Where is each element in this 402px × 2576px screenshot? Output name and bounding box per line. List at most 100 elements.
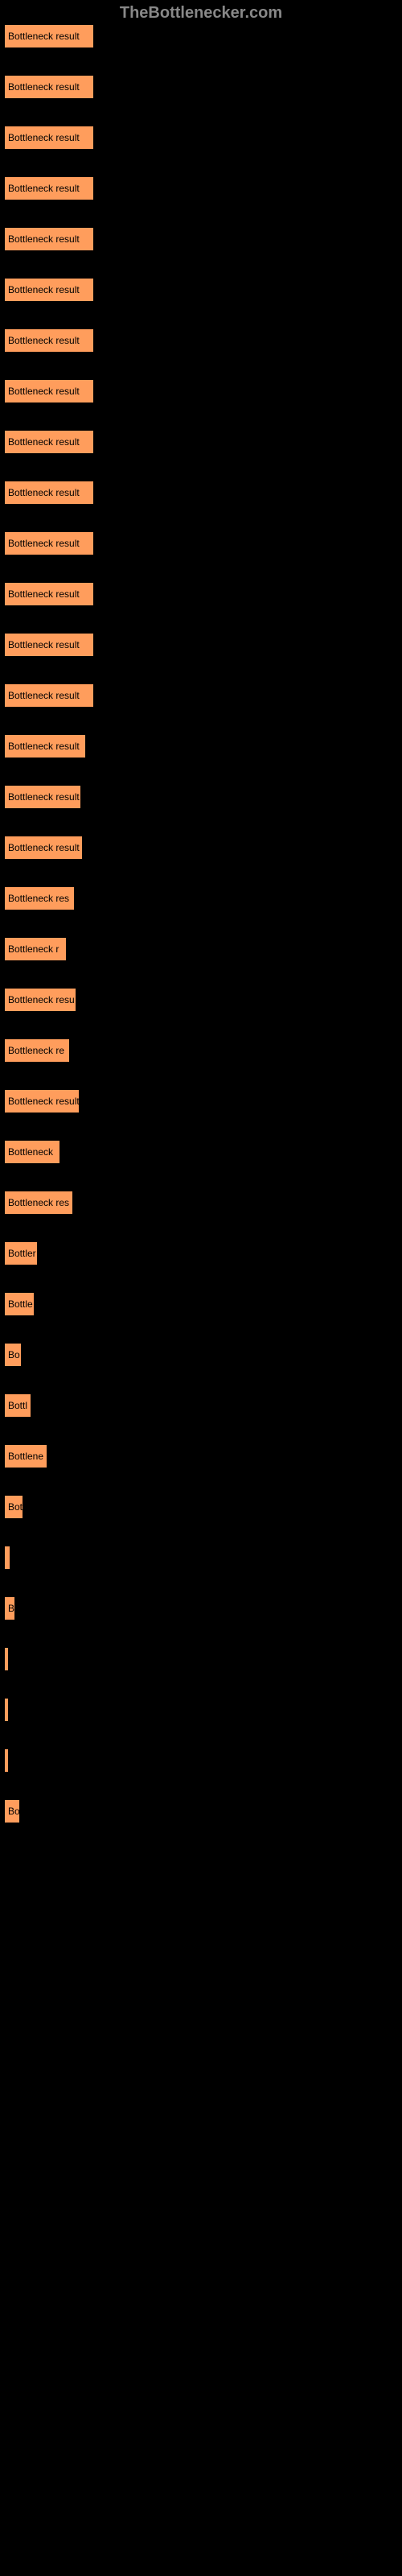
- bar-row: Bottl: [4, 1393, 398, 1418]
- bar-label: Bottleneck result: [8, 81, 80, 93]
- bar: Bottlene: [4, 1444, 47, 1468]
- bar: Bottleneck result: [4, 430, 94, 454]
- bar-label: Bottleneck result: [8, 436, 80, 448]
- bar-row: Bottleneck result: [4, 1089, 398, 1113]
- bar-row: Bottleneck result: [4, 734, 398, 758]
- bar: Bottleneck r: [4, 937, 67, 961]
- bar-row: Bottler: [4, 1241, 398, 1265]
- bar-label: Bot: [8, 1501, 23, 1513]
- bar-row: Bo: [4, 1799, 398, 1823]
- bar-label: Bottleneck r: [8, 943, 59, 955]
- bar: Bottleneck res: [4, 886, 75, 910]
- bar-row: Bottle: [4, 1292, 398, 1316]
- bar: Bottleneck re: [4, 1038, 70, 1063]
- bar: Bottler: [4, 1241, 38, 1265]
- bar-label: Bottleneck result: [8, 31, 80, 42]
- bar: Bottleneck result: [4, 24, 94, 48]
- bar: [4, 1748, 9, 1773]
- bar: Bottleneck result: [4, 683, 94, 708]
- bar-row: Bottleneck re: [4, 1038, 398, 1063]
- bar-label: Bottleneck result: [8, 842, 80, 853]
- bar-label: Bottler: [8, 1248, 36, 1259]
- bar: Bo: [4, 1799, 20, 1823]
- bars-container: Bottleneck result Bottleneck result Bottle…: [4, 24, 398, 1823]
- bar-label: Bo: [8, 1349, 20, 1360]
- bar-label: Bottleneck result: [8, 487, 80, 498]
- bar-row: Bottleneck result: [4, 836, 398, 860]
- bar-label: Bottleneck result: [8, 284, 80, 295]
- bar-row: Bottleneck result: [4, 430, 398, 454]
- bar-row: Bot: [4, 1495, 398, 1519]
- bar-row: [4, 1698, 398, 1722]
- bar-label: Bottleneck result: [8, 791, 80, 803]
- bar-label: Bottleneck re: [8, 1045, 64, 1056]
- bar-row: Bottlene: [4, 1444, 398, 1468]
- bar-row: Bottleneck result: [4, 785, 398, 809]
- bar: Bo: [4, 1343, 22, 1367]
- bar: Bottleneck result: [4, 328, 94, 353]
- bar-row: Bottleneck result: [4, 379, 398, 403]
- bar: Bottleneck result: [4, 531, 94, 555]
- bar-row: Bottleneck r: [4, 937, 398, 961]
- bar: Bottleneck resu: [4, 988, 76, 1012]
- bar-row: B: [4, 1596, 398, 1620]
- bar: [4, 1546, 10, 1570]
- bar: Bottleneck result: [4, 633, 94, 657]
- bar-label: Bottleneck result: [8, 538, 80, 549]
- bar: Bottleneck: [4, 1140, 60, 1164]
- bar-row: Bottleneck result: [4, 481, 398, 505]
- bar-label: Bottleneck result: [8, 335, 80, 346]
- bar-row: Bottleneck res: [4, 886, 398, 910]
- bar-row: Bo: [4, 1343, 398, 1367]
- bar-label: Bottleneck: [8, 1146, 53, 1158]
- bar: Bottle: [4, 1292, 35, 1316]
- bar: Bottleneck res: [4, 1191, 73, 1215]
- bar: Bottleneck result: [4, 379, 94, 403]
- bar-row: [4, 1647, 398, 1671]
- bar-row: Bottleneck: [4, 1140, 398, 1164]
- bar: Bottleneck result: [4, 75, 94, 99]
- bar-row: Bottleneck result: [4, 75, 398, 99]
- bar: Bottleneck result: [4, 582, 94, 606]
- bar-row: Bottleneck res: [4, 1191, 398, 1215]
- bar-label: Bottleneck result: [8, 1096, 80, 1107]
- bar: Bottleneck result: [4, 836, 83, 860]
- bar-label: Bottleneck result: [8, 741, 80, 752]
- bar: B: [4, 1596, 15, 1620]
- bar-label: Bottleneck result: [8, 690, 80, 701]
- bar-row: Bottleneck result: [4, 176, 398, 200]
- bar-label: Bottleneck result: [8, 132, 80, 143]
- bar-label: Bottlene: [8, 1451, 43, 1462]
- bar-label: Bottleneck resu: [8, 994, 75, 1005]
- bar-label: Bottle: [8, 1298, 33, 1310]
- bar: Bottleneck result: [4, 227, 94, 251]
- bar-row: Bottleneck result: [4, 582, 398, 606]
- bar: [4, 1647, 9, 1671]
- bar-row: Bottleneck result: [4, 126, 398, 150]
- bar-label: Bottleneck res: [8, 893, 69, 904]
- bar-label: Bottleneck result: [8, 588, 80, 600]
- bar-label: Bottleneck res: [8, 1197, 69, 1208]
- bar-row: Bottleneck result: [4, 683, 398, 708]
- bar: Bottl: [4, 1393, 31, 1418]
- bar: [4, 1698, 9, 1722]
- bar-label: B: [8, 1603, 14, 1614]
- bar: Bottleneck result: [4, 176, 94, 200]
- bar-row: Bottleneck result: [4, 227, 398, 251]
- bar-row: Bottleneck result: [4, 278, 398, 302]
- bar-row: [4, 1546, 398, 1570]
- bar: Bottleneck result: [4, 1089, 80, 1113]
- bar-row: Bottleneck resu: [4, 988, 398, 1012]
- bar: Bottleneck result: [4, 734, 86, 758]
- bar: Bottleneck result: [4, 126, 94, 150]
- bar-label: Bottleneck result: [8, 386, 80, 397]
- bar: Bot: [4, 1495, 23, 1519]
- bar: Bottleneck result: [4, 785, 81, 809]
- bar-row: [4, 1748, 398, 1773]
- bar-label: Bo: [8, 1806, 20, 1817]
- bar-label: Bottleneck result: [8, 183, 80, 194]
- bar-label: Bottleneck result: [8, 639, 80, 650]
- bar-row: Bottleneck result: [4, 531, 398, 555]
- bar: Bottleneck result: [4, 278, 94, 302]
- bar-row: Bottleneck result: [4, 328, 398, 353]
